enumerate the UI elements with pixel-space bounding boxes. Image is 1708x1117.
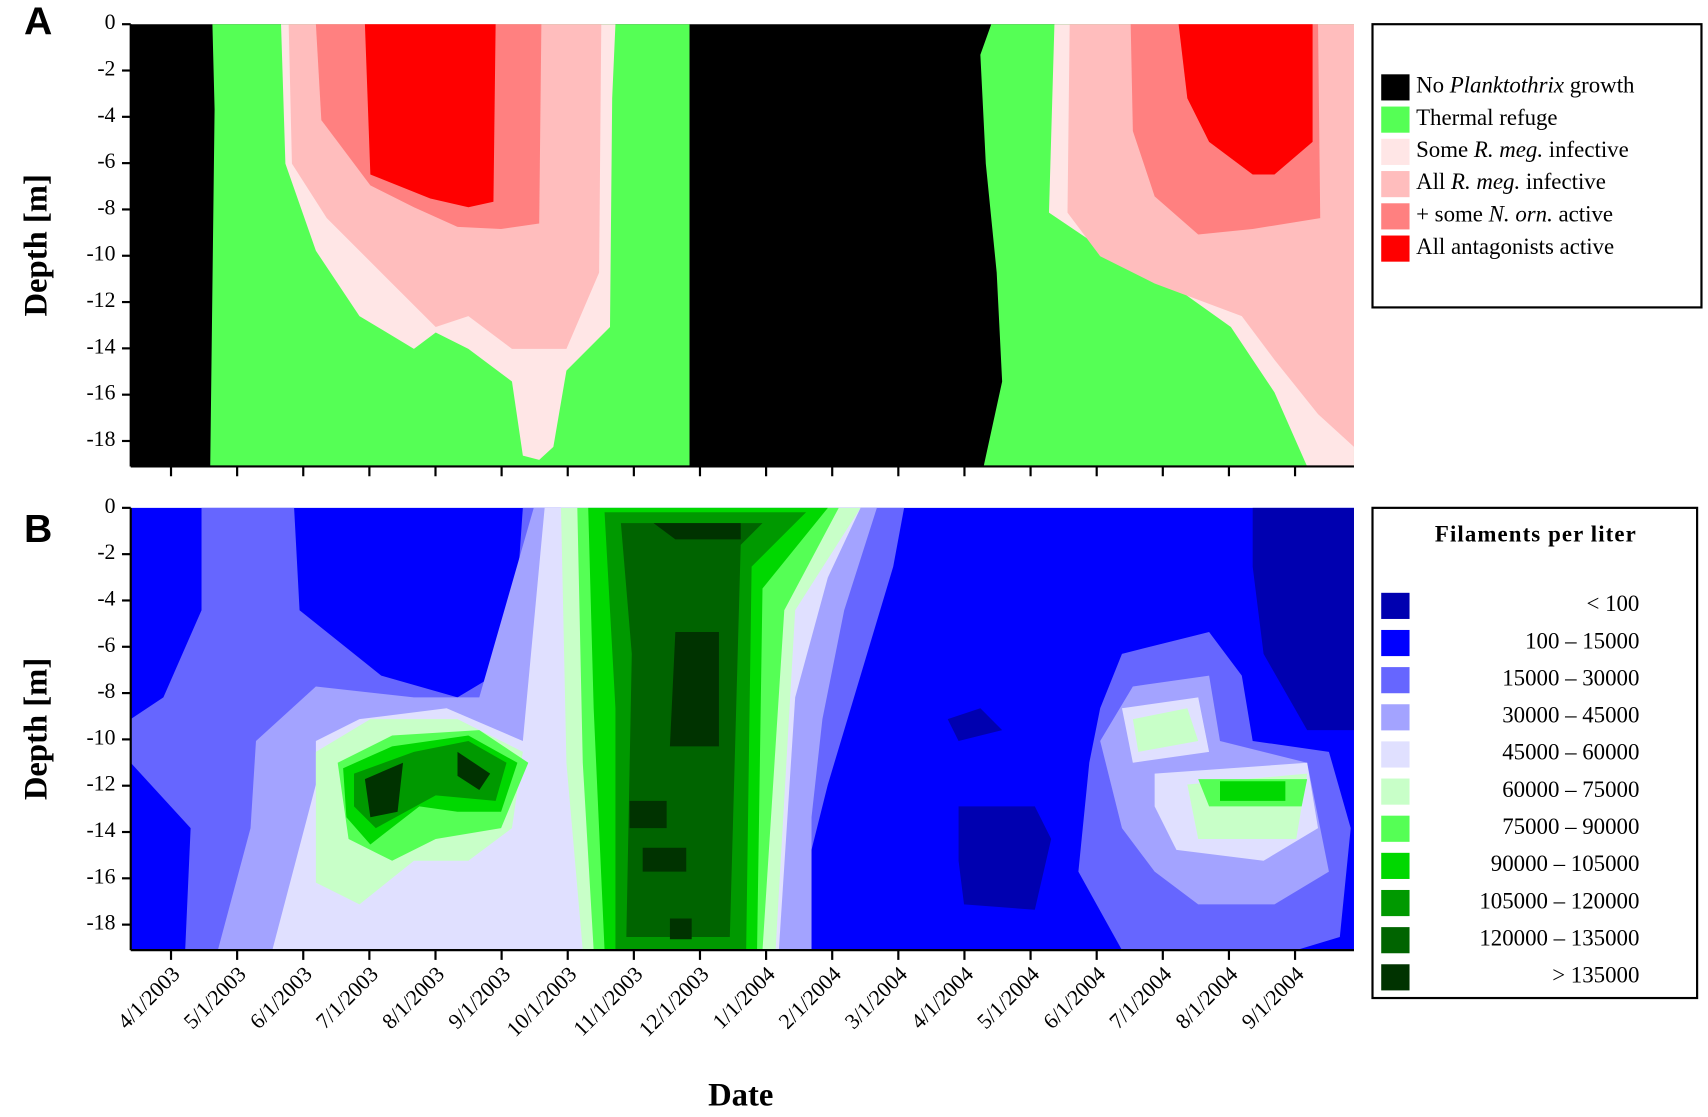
- y-tick-label: -18: [86, 427, 115, 451]
- contour-region: [669, 918, 692, 940]
- contour-region: [1252, 507, 1354, 731]
- x-tick-label: 5/1/2004: [972, 962, 1044, 1034]
- y-tick-label: -14: [86, 818, 115, 842]
- legend-label: Thermal refuge: [1416, 105, 1558, 130]
- legend-swatch: [1381, 778, 1410, 805]
- legend-swatch: [1381, 171, 1410, 198]
- x-tick-label: 7/1/2004: [1105, 962, 1177, 1034]
- x-tick-label: 12/1/2003: [634, 962, 713, 1041]
- x-tick-label: 1/1/2004: [708, 962, 780, 1034]
- legend-swatch: [1381, 629, 1410, 657]
- x-tick-label: 8/1/2004: [1171, 962, 1243, 1034]
- x-tick-label: 5/1/2003: [179, 962, 251, 1034]
- legend-swatch: [1381, 704, 1410, 731]
- contour-region: [1132, 708, 1199, 752]
- x-tick-label: 3/1/2004: [840, 962, 912, 1034]
- legend-box: [1371, 506, 1699, 1000]
- legend-swatch: [1381, 667, 1410, 694]
- contour-region: [1178, 24, 1313, 175]
- y-tick-label: -10: [86, 725, 115, 749]
- x-tick-label: 4/1/2003: [113, 962, 185, 1034]
- legend-swatch: [1381, 235, 1410, 262]
- legend-swatch: [1381, 138, 1410, 165]
- legend-label: 60000 – 75000: [1502, 777, 1639, 802]
- legend-swatch: [1381, 592, 1410, 619]
- legend-label: 90000 – 105000: [1491, 851, 1640, 876]
- y-tick-label: -8: [97, 195, 115, 219]
- y-tick-label: -8: [97, 679, 115, 703]
- y-tick-label: -6: [97, 633, 115, 657]
- panel-label: B: [24, 508, 52, 551]
- contour-region: [364, 762, 404, 818]
- y-tick-label: -2: [97, 57, 115, 81]
- y-tick-label: -16: [86, 381, 115, 405]
- y-axis-title: Depth [m]: [19, 174, 55, 316]
- y-tick-label: -12: [86, 288, 115, 312]
- y-tick-label: -18: [86, 911, 115, 935]
- legend-label: No Planktothrix growth: [1416, 73, 1635, 98]
- contour-region: [653, 523, 741, 540]
- y-tick-label: 0: [105, 10, 116, 34]
- legend-label: < 100: [1586, 591, 1639, 616]
- x-tick-label: 4/1/2004: [906, 962, 978, 1034]
- y-tick-label: -16: [86, 864, 115, 888]
- x-tick-label: 11/1/2003: [569, 962, 648, 1041]
- contour-region: [629, 800, 667, 829]
- y-tick-label: -4: [97, 103, 115, 127]
- legend-swatch: [1381, 927, 1410, 954]
- legend-swatch: [1381, 203, 1410, 230]
- legend-swatch: [1381, 852, 1410, 879]
- legend-swatch: [1381, 889, 1410, 917]
- x-tick-label: 8/1/2003: [377, 962, 449, 1034]
- legend-label: 120000 – 135000: [1479, 925, 1639, 950]
- y-tick-label: -12: [86, 772, 115, 796]
- legend-swatch: [1381, 741, 1410, 768]
- legend-label: + some N. orn. active: [1416, 202, 1613, 227]
- x-tick-label: 9/1/2004: [1237, 962, 1309, 1034]
- x-tick-label: 2/1/2004: [774, 962, 846, 1034]
- contour-region: [457, 751, 491, 790]
- legend-label: 45000 – 60000: [1502, 740, 1639, 765]
- legend-label: 75000 – 90000: [1502, 814, 1639, 839]
- contour-region: [947, 708, 1003, 741]
- legend-swatch: [1381, 815, 1410, 842]
- x-tick-label: 6/1/2003: [245, 962, 317, 1034]
- legend-label: 100 – 15000: [1525, 628, 1639, 653]
- contour-region: [958, 806, 1052, 910]
- y-tick-label: -4: [97, 586, 115, 610]
- y-axis-title: Depth [m]: [19, 658, 55, 800]
- legend-label: 105000 – 120000: [1479, 888, 1639, 913]
- y-tick-label: 0: [105, 494, 116, 518]
- legend-swatch: [1381, 74, 1410, 101]
- legend-swatch: [1381, 106, 1410, 133]
- contour-region: [642, 847, 687, 872]
- legend-swatch: [1381, 964, 1410, 991]
- x-tick-label: 10/1/2003: [502, 962, 581, 1041]
- legend-title-box: Filaments per liter: [1434, 520, 1637, 548]
- legend-box: [1371, 23, 1703, 309]
- x-tick-label: 7/1/2003: [311, 962, 383, 1034]
- panel-label: A: [24, 1, 52, 44]
- legend-label: > 135000: [1552, 963, 1639, 988]
- contour-region: [669, 632, 719, 747]
- legend-label: All antagonists active: [1416, 234, 1614, 259]
- legend-title: Filaments per liter: [1434, 520, 1637, 548]
- legend-label: All R. meg. infective: [1416, 169, 1606, 194]
- legend-label: 15000 – 30000: [1502, 665, 1639, 690]
- x-axis-title: Date: [708, 1078, 773, 1114]
- contour-region: [364, 24, 496, 208]
- x-tick-label: 6/1/2004: [1039, 962, 1111, 1034]
- legend-label: Some R. meg. infective: [1416, 137, 1629, 162]
- y-tick-label: -6: [97, 149, 115, 173]
- y-tick-label: -14: [86, 334, 115, 358]
- y-tick-label: -10: [86, 242, 115, 266]
- contour-region: [1220, 781, 1286, 801]
- y-tick-label: -2: [97, 540, 115, 564]
- legend-label: 30000 – 45000: [1502, 703, 1639, 728]
